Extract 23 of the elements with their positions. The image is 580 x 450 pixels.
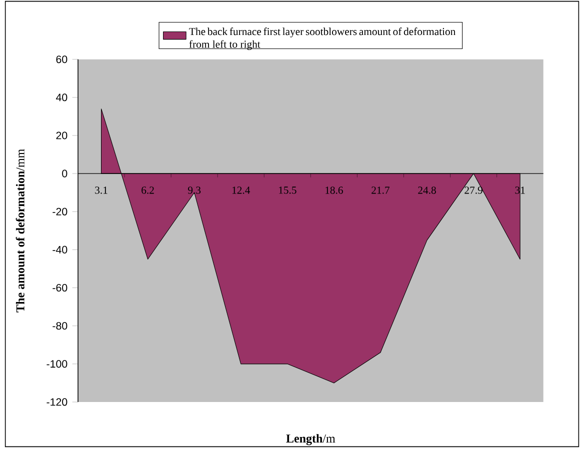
x-axis-title: Length/m bbox=[286, 434, 336, 446]
x-tick-label: 24.8 bbox=[418, 186, 436, 194]
y-tick-label: 60 bbox=[56, 56, 68, 64]
y-tick-label: 40 bbox=[56, 94, 68, 102]
y-tick-label: 0 bbox=[62, 170, 68, 178]
y-axis-title: The amount of deformation/mm bbox=[16, 149, 24, 313]
y-tick-label: -20 bbox=[52, 208, 68, 216]
x-tick-label: 27.9 bbox=[464, 186, 482, 194]
x-tick-label: 3.1 bbox=[95, 186, 108, 194]
legend-label: The back furnace first layer sootblowers amount of deformation from left to right bbox=[189, 28, 456, 50]
x-tick-label: 21.7 bbox=[372, 186, 390, 194]
x-tick-label: 31 bbox=[515, 186, 525, 194]
x-tick-label: 9.3 bbox=[188, 186, 201, 194]
x-tick-label: 6.2 bbox=[142, 186, 154, 194]
y-tick-label: -40 bbox=[52, 246, 68, 254]
y-tick-label: -100 bbox=[46, 360, 68, 368]
x-tick-label: 18.6 bbox=[326, 186, 343, 194]
y-tick-label: -80 bbox=[52, 322, 68, 330]
y-tick-label: -60 bbox=[52, 284, 68, 292]
x-tick-label: 15.5 bbox=[279, 186, 296, 194]
y-tick-label: -120 bbox=[46, 398, 68, 406]
x-tick-label: 12.4 bbox=[232, 186, 250, 194]
y-tick-label: 20 bbox=[56, 132, 68, 140]
